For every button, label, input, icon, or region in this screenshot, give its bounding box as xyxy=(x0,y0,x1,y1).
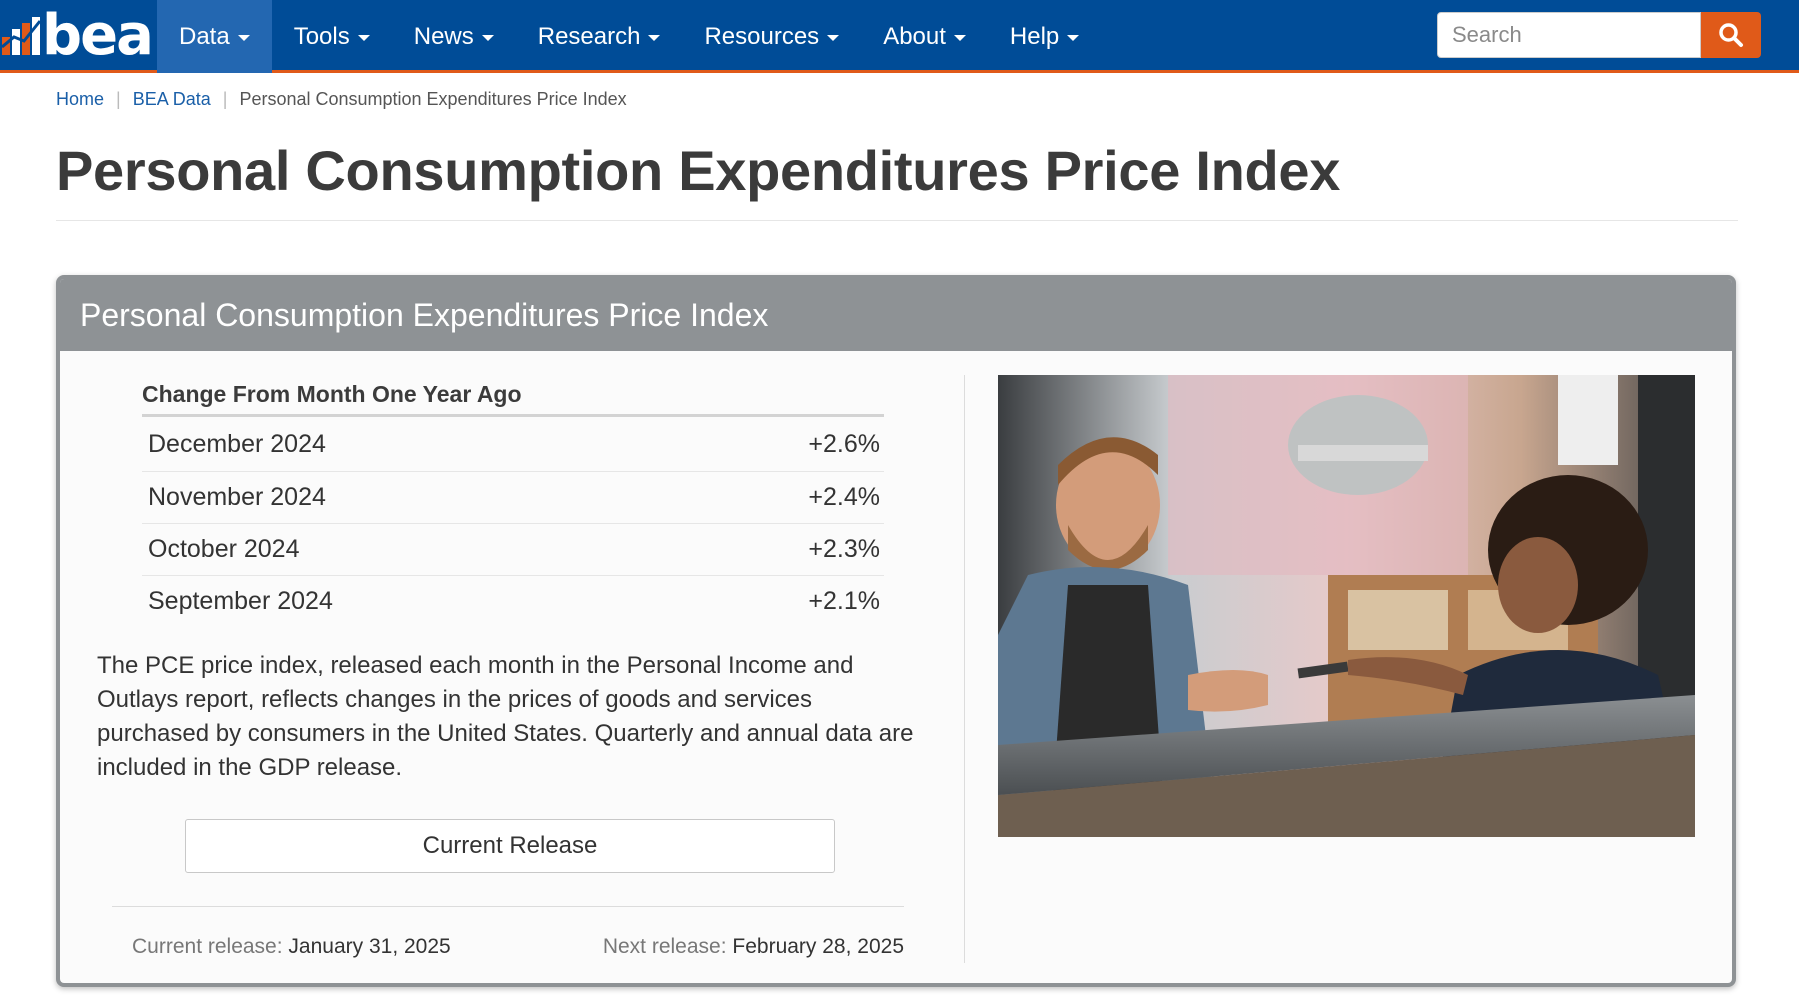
nav-item-data[interactable]: Data xyxy=(157,0,272,73)
row-month: October 2024 xyxy=(142,523,674,576)
table-row: September 2024 +2.1% xyxy=(142,575,884,627)
column-divider xyxy=(964,375,965,963)
table-row: October 2024 +2.3% xyxy=(142,523,884,576)
caret-down-icon xyxy=(827,35,840,41)
nav-item-label: Data xyxy=(179,22,230,50)
breadcrumb: Home | BEA Data | Personal Consumption E… xyxy=(56,89,627,110)
caret-down-icon xyxy=(237,35,250,41)
breadcrumb-home-link[interactable]: Home xyxy=(56,89,105,109)
logo-text: bea xyxy=(42,3,154,68)
nav-item-help[interactable]: Help xyxy=(988,0,1101,73)
row-value: +2.4% xyxy=(673,471,884,524)
nav-item-label: Resources xyxy=(704,22,820,50)
row-month: December 2024 xyxy=(142,419,674,472)
caret-down-icon xyxy=(357,35,370,41)
pce-panel: Personal Consumption Expenditures Price … xyxy=(56,275,1736,987)
row-value: +2.6% xyxy=(673,419,884,472)
cafe-payment-photo xyxy=(998,375,1695,837)
caret-down-icon xyxy=(953,35,966,41)
next-release-label: Next release: xyxy=(602,935,727,958)
main-nav: Data Tools News Research Resources About… xyxy=(157,0,1101,73)
panel-title: Personal Consumption Expenditures Price … xyxy=(80,296,769,333)
search-input[interactable] xyxy=(1437,12,1701,58)
current-release-info: Current release: January 31, 2025 xyxy=(132,935,451,959)
caret-down-icon xyxy=(1067,35,1080,41)
nav-item-label: Research xyxy=(537,22,641,50)
search-button[interactable] xyxy=(1701,12,1761,58)
title-divider xyxy=(56,220,1738,221)
top-navbar: bea Data Tools News Research Resources A… xyxy=(0,0,1799,73)
breadcrumb-current: Personal Consumption Expenditures Price … xyxy=(239,89,627,109)
breadcrumb-separator: | xyxy=(116,89,121,109)
table-row: December 2024 +2.6% xyxy=(142,419,884,472)
bea-logo-icon xyxy=(2,17,40,55)
footer-divider xyxy=(112,906,904,907)
nav-item-label: Tools xyxy=(293,22,350,50)
nav-item-label: About xyxy=(883,22,946,50)
current-release-date: January 31, 2025 xyxy=(288,935,451,958)
caret-down-icon xyxy=(648,35,661,41)
search-bar xyxy=(1437,12,1761,58)
row-month: September 2024 xyxy=(148,586,333,615)
nav-item-news[interactable]: News xyxy=(392,0,516,73)
table-row: November 2024 +2.4% xyxy=(142,471,884,524)
next-release-info: Next release: February 28, 2025 xyxy=(603,935,904,959)
breadcrumb-separator: | xyxy=(222,89,228,109)
panel-header: Personal Consumption Expenditures Price … xyxy=(60,279,1732,351)
pce-description: The PCE price index, released each month… xyxy=(97,652,914,781)
pce-change-table: December 2024 +2.6% November 2024 +2.4% … xyxy=(142,419,884,627)
nav-item-label: Help xyxy=(1009,22,1060,50)
panel-left-column: Change From Month One Year Ago December … xyxy=(60,351,964,983)
breadcrumb-bea-data-link[interactable]: BEA Data xyxy=(132,89,211,109)
caret-down-icon xyxy=(481,35,494,41)
nav-item-about[interactable]: About xyxy=(861,0,988,73)
nav-item-research[interactable]: Research xyxy=(516,0,683,73)
nav-item-label: News xyxy=(413,22,474,50)
row-value: +2.3% xyxy=(673,523,884,576)
current-release-label: Current release: xyxy=(132,935,283,958)
table-heading: Change From Month One Year Ago xyxy=(142,381,884,417)
row-value: +2.1% xyxy=(808,586,880,615)
current-release-button[interactable]: Current Release xyxy=(185,819,835,873)
search-icon xyxy=(1719,23,1743,47)
nav-item-tools[interactable]: Tools xyxy=(272,0,392,73)
page-title: Personal Consumption Expenditures Price … xyxy=(56,139,1341,202)
nav-item-resources[interactable]: Resources xyxy=(682,0,861,73)
next-release-date: February 28, 2025 xyxy=(732,935,904,958)
row-month: November 2024 xyxy=(142,471,674,524)
bea-logo[interactable]: bea xyxy=(2,3,154,68)
